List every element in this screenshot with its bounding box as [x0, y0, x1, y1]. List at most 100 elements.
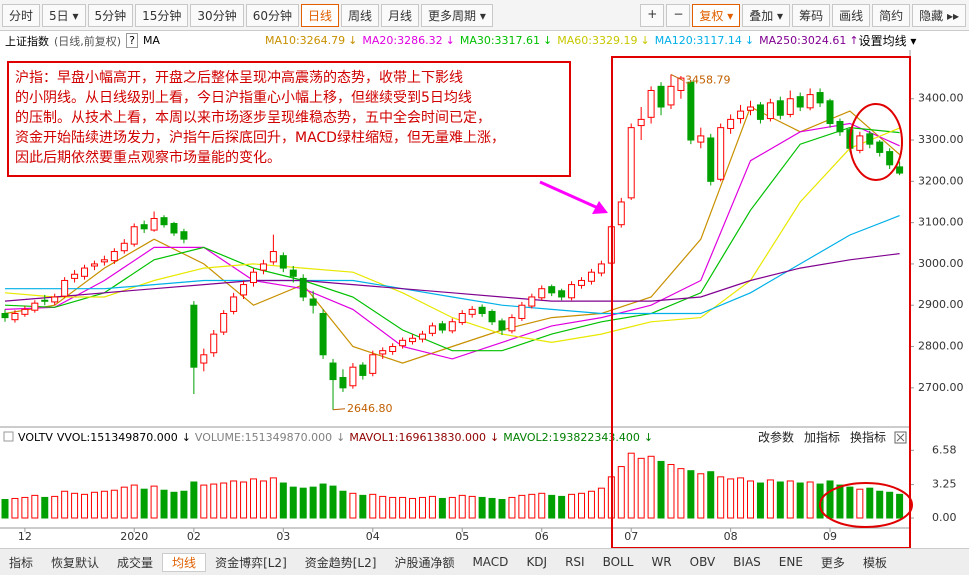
candle-body	[299, 277, 307, 298]
candle-body	[309, 298, 317, 306]
volume-bar	[806, 481, 814, 519]
candle-body	[51, 296, 59, 303]
period-button[interactable]: 5分钟	[87, 3, 134, 27]
volume-button[interactable]: 加指标	[804, 430, 840, 445]
volume-header-item: MAVOL1:169613830.000	[349, 431, 486, 444]
volume-bar	[617, 466, 625, 519]
tool-button[interactable]: −	[666, 3, 691, 27]
tool-button[interactable]: 画线	[832, 3, 871, 27]
tab[interactable]: 资金博弈[L2]	[215, 555, 287, 570]
tab[interactable]: 成交量	[117, 555, 154, 570]
period-button[interactable]: 更多周期 ▾	[421, 3, 493, 27]
period-button[interactable]: 周线	[341, 3, 380, 27]
tab[interactable]: 资金趋势[L2]	[304, 555, 377, 570]
volume-bar	[737, 477, 745, 519]
period-button[interactable]: 5日 ▾	[42, 3, 86, 27]
candle-body	[289, 269, 297, 277]
close-icon	[896, 433, 905, 442]
tab[interactable]: 沪股通净额	[394, 555, 455, 570]
tool-button[interactable]: +	[640, 3, 665, 27]
tab[interactable]: 更多	[820, 555, 845, 570]
tool-button[interactable]: 筹码	[792, 3, 831, 27]
period-button[interactable]: 日线	[300, 3, 339, 27]
volume-bar	[896, 493, 904, 519]
volume-button[interactable]: 换指标	[850, 430, 886, 445]
volume-bar	[538, 492, 546, 519]
tab[interactable]: ENE	[778, 555, 803, 569]
tool-button[interactable]: 复权 ▾	[692, 3, 741, 27]
period-button[interactable]: 60分钟	[245, 3, 299, 27]
candle-body	[160, 217, 168, 226]
mode: (日线,前复权)	[54, 34, 122, 48]
candle-body	[806, 94, 814, 109]
volume-bar	[448, 496, 456, 519]
y-tick-label: 3000.00	[918, 257, 964, 270]
help[interactable]: ?	[126, 33, 138, 48]
volume-bar	[657, 460, 665, 519]
tool-button[interactable]: 叠加 ▾	[742, 3, 791, 27]
volume-bar	[180, 490, 188, 519]
x-tick-label: 03	[276, 530, 290, 543]
volume-bar	[31, 494, 39, 519]
tool-button[interactable]: 简约	[872, 3, 911, 27]
candle-body	[200, 354, 208, 364]
candle-body	[230, 296, 238, 312]
tab[interactable]: 指标	[9, 555, 34, 570]
candle-body	[210, 333, 218, 354]
candle-body	[130, 226, 138, 245]
candle-body	[279, 255, 287, 269]
volume-bar	[140, 488, 148, 519]
volume-bar	[329, 485, 337, 519]
period-button[interactable]: 30分钟	[190, 3, 244, 27]
note-box	[7, 61, 571, 177]
candle-body	[458, 312, 466, 324]
candle-body	[11, 312, 19, 321]
volume-header-item: MAVOL2:193822343.400	[503, 431, 640, 444]
ma-legend-value: MA60:3329.19	[557, 34, 638, 47]
candle-body	[1, 312, 9, 319]
y-tick-label: 6.58	[932, 443, 957, 456]
volume-bar	[409, 497, 417, 519]
low-label: 2646.80	[347, 402, 393, 415]
volume-header-item: VOLUME:151349870.000	[195, 431, 332, 444]
volume-bar	[518, 494, 526, 519]
tab[interactable]: RSI	[565, 555, 585, 569]
volume-bar	[786, 480, 794, 519]
period-buttons: 分时 5日 ▾ 5分钟 15分钟 30分钟 60分钟 日线 周线 月线 更多周期 ▾	[0, 3, 493, 27]
tab[interactable]: KDJ	[526, 555, 548, 569]
volume-bar	[667, 464, 675, 519]
tab[interactable]: BOLL	[602, 555, 634, 569]
x-tick-label: 08	[724, 530, 738, 543]
candle-body	[747, 106, 754, 111]
volume-bar	[687, 470, 695, 519]
x-tick-label: 07	[624, 530, 638, 543]
tab[interactable]: BIAS	[733, 555, 761, 569]
y-tick-label: 2900.00	[918, 298, 964, 311]
volume-bar	[488, 497, 496, 519]
tab[interactable]: 均线	[162, 552, 207, 572]
ma-legend-value: MA250:3024.61	[759, 34, 847, 47]
period-button[interactable]: 月线	[381, 3, 420, 27]
candle-body	[359, 364, 367, 376]
candle-body	[319, 312, 327, 356]
period-button[interactable]: 15分钟	[135, 3, 189, 27]
x-tick-label: 09	[823, 530, 837, 543]
tool-button[interactable]: 隐藏 ▸▸	[912, 3, 966, 27]
period-button[interactable]: 分时	[2, 3, 41, 27]
tab[interactable]: 模板	[862, 555, 887, 570]
ma-settings[interactable]: 设置均线 ▾	[858, 34, 917, 48]
tab[interactable]: OBV	[689, 555, 716, 569]
candle-body	[418, 333, 426, 340]
candle-body	[100, 259, 108, 263]
volume-bar	[170, 491, 178, 519]
candle-body	[498, 320, 506, 331]
tab[interactable]: 恢复默认	[51, 555, 100, 570]
candle-body	[488, 310, 496, 323]
tab[interactable]: WR	[651, 555, 672, 569]
candle-body	[617, 201, 625, 226]
volume-button[interactable]: 改参数	[758, 430, 794, 445]
candle-body	[687, 81, 695, 141]
tab[interactable]: MACD	[472, 555, 509, 569]
volume-bar	[41, 496, 49, 519]
